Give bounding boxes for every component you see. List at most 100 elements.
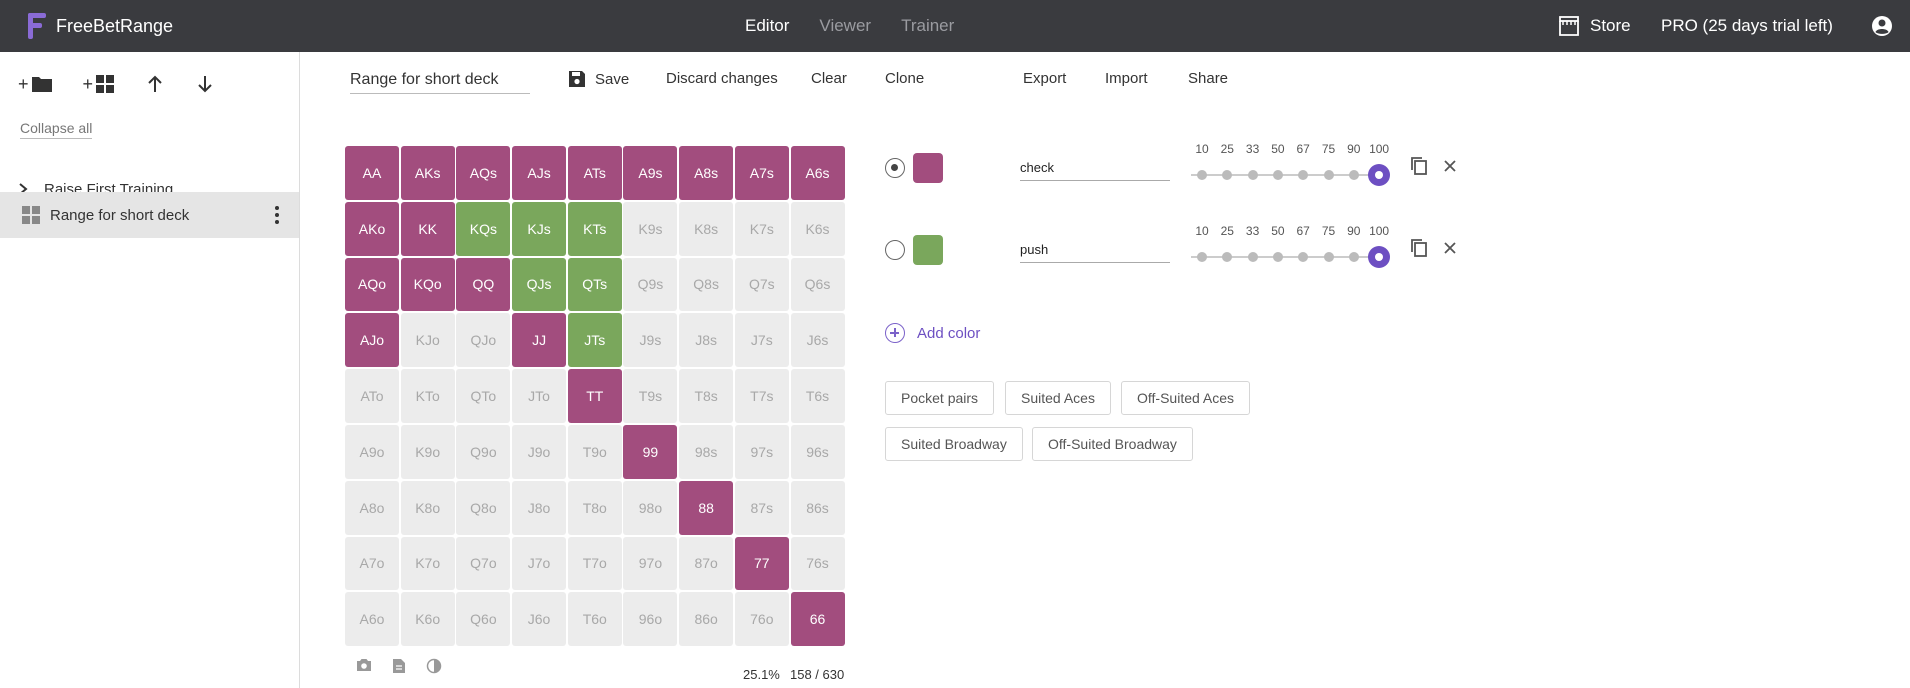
move-down-button[interactable] <box>195 74 215 94</box>
hand-cell[interactable]: KTs <box>567 201 622 256</box>
hand-cell[interactable]: 97s <box>734 424 789 479</box>
nav-trainer[interactable]: Trainer <box>901 16 955 35</box>
hand-cell[interactable]: 98o <box>623 480 678 535</box>
add-folder-button[interactable]: + <box>18 74 53 95</box>
hand-cell[interactable]: A9s <box>623 146 678 200</box>
hand-cell[interactable]: JJ <box>512 313 567 368</box>
slider-step[interactable] <box>1222 252 1233 262</box>
slider-thumb[interactable] <box>1368 246 1391 268</box>
slider-step[interactable] <box>1298 252 1309 262</box>
hand-cell[interactable]: AKo <box>345 201 399 256</box>
hand-cell[interactable]: QTs <box>567 257 622 312</box>
hand-cell[interactable]: J7o <box>512 536 567 591</box>
hand-cell[interactable]: J8s <box>679 313 734 368</box>
slider-step[interactable] <box>1348 170 1359 180</box>
hand-cell[interactable]: JTs <box>567 313 622 368</box>
hand-cell[interactable]: K9o <box>400 424 455 479</box>
hand-cell[interactable]: ATs <box>567 146 622 200</box>
slider-step[interactable] <box>1323 252 1334 262</box>
clear-button[interactable]: Clear <box>811 70 847 87</box>
clone-button[interactable]: Clone <box>885 70 925 87</box>
hand-cell[interactable]: A8o <box>345 480 399 535</box>
hand-cell[interactable]: Q8s <box>679 257 734 312</box>
hand-cell[interactable]: QQ <box>456 257 511 312</box>
hand-cell[interactable]: QJo <box>456 313 511 368</box>
slider-step[interactable] <box>1348 252 1359 262</box>
store-button[interactable]: Store <box>1558 0 1631 52</box>
slider-step[interactable] <box>1323 170 1334 180</box>
hand-cell[interactable]: Q8o <box>456 480 511 535</box>
hand-cell[interactable]: JTo <box>512 369 567 423</box>
hand-cell[interactable]: 76o <box>734 592 789 647</box>
hand-cell[interactable]: K9s <box>623 201 678 256</box>
slider-step[interactable] <box>1197 252 1207 262</box>
hand-cell[interactable]: TT <box>567 369 622 423</box>
logo[interactable]: FreeBetRange <box>28 12 173 40</box>
slider-step[interactable] <box>1247 252 1258 262</box>
hand-cell[interactable]: Q9o <box>456 424 511 479</box>
hand-cell[interactable]: J9o <box>512 424 567 479</box>
nav-viewer[interactable]: Viewer <box>819 16 872 35</box>
document-icon[interactable] <box>392 658 406 674</box>
hand-cell[interactable]: J6s <box>790 313 845 368</box>
hand-cell[interactable]: Q9s <box>623 257 678 312</box>
save-button[interactable]: Save <box>568 70 629 88</box>
account-icon[interactable] <box>1870 14 1894 38</box>
hand-cell[interactable]: J9s <box>623 313 678 368</box>
action-radio[interactable] <box>885 240 905 260</box>
hand-cell[interactable]: 96s <box>790 424 845 479</box>
hand-cell[interactable]: A7s <box>734 146 789 200</box>
hand-cell[interactable]: T8s <box>679 369 734 423</box>
hand-cell[interactable]: 96o <box>623 592 678 647</box>
percent-slider[interactable] <box>1187 163 1391 187</box>
range-name-input[interactable] <box>350 66 530 94</box>
hand-cell[interactable]: K6o <box>400 592 455 647</box>
copy-icon[interactable] <box>1410 156 1428 176</box>
hand-cell[interactable]: A6s <box>790 146 845 200</box>
import-button[interactable]: Import <box>1105 70 1148 87</box>
hand-cell[interactable]: T7o <box>567 536 622 591</box>
export-button[interactable]: Export <box>1023 70 1067 87</box>
hand-cell[interactable]: T7s <box>734 369 789 423</box>
move-up-button[interactable] <box>145 74 165 94</box>
hand-cell[interactable]: AQo <box>345 257 399 312</box>
hand-cell[interactable]: A8s <box>679 146 734 200</box>
hand-cell[interactable]: A7o <box>345 536 399 591</box>
nav-editor[interactable]: Editor <box>745 16 790 35</box>
action-radio[interactable] <box>885 158 905 178</box>
hand-cell[interactable]: KJo <box>400 313 455 368</box>
hand-cell[interactable]: 76s <box>790 536 845 591</box>
hand-cell[interactable]: QTo <box>456 369 511 423</box>
hand-cell[interactable]: 66 <box>790 592 845 647</box>
hand-cell[interactable]: 86o <box>679 592 734 647</box>
hand-cell[interactable]: 77 <box>734 536 789 591</box>
hand-cell[interactable]: Q6o <box>456 592 511 647</box>
hand-cell[interactable]: KQs <box>456 201 511 256</box>
action-name-input[interactable] <box>1020 155 1170 181</box>
hand-cell[interactable]: AQs <box>456 146 511 200</box>
hand-cell[interactable]: J6o <box>512 592 567 647</box>
preset-off-suited-aces-button[interactable]: Off-Suited Aces <box>1121 381 1251 415</box>
hand-cell[interactable]: AJs <box>512 146 567 200</box>
hand-cell[interactable]: T6s <box>790 369 845 423</box>
copy-icon[interactable] <box>1410 238 1428 258</box>
contrast-icon[interactable] <box>426 658 442 674</box>
share-button[interactable]: Share <box>1188 70 1229 87</box>
slider-step[interactable] <box>1298 170 1309 180</box>
hand-cell[interactable]: AA <box>345 146 399 200</box>
camera-icon[interactable] <box>356 658 372 672</box>
slider-step[interactable] <box>1272 170 1283 180</box>
add-color-button[interactable]: Add color <box>885 323 980 343</box>
hand-cell[interactable]: K6s <box>790 201 845 256</box>
close-icon[interactable] <box>1443 159 1457 173</box>
hand-cell[interactable]: Q7o <box>456 536 511 591</box>
hand-cell[interactable]: T9o <box>567 424 622 479</box>
hand-cell[interactable]: 86s <box>790 480 845 535</box>
hand-cell[interactable]: 98s <box>679 424 734 479</box>
hand-cell[interactable]: A9o <box>345 424 399 479</box>
add-range-button[interactable]: + <box>83 74 116 95</box>
hand-cell[interactable]: A6o <box>345 592 399 647</box>
hand-cell[interactable]: 87s <box>734 480 789 535</box>
sidebar-item-range-for-short-deck[interactable]: Range for short deck <box>0 192 299 238</box>
pro-trial-button[interactable]: PRO (25 days trial left) <box>1661 16 1833 35</box>
